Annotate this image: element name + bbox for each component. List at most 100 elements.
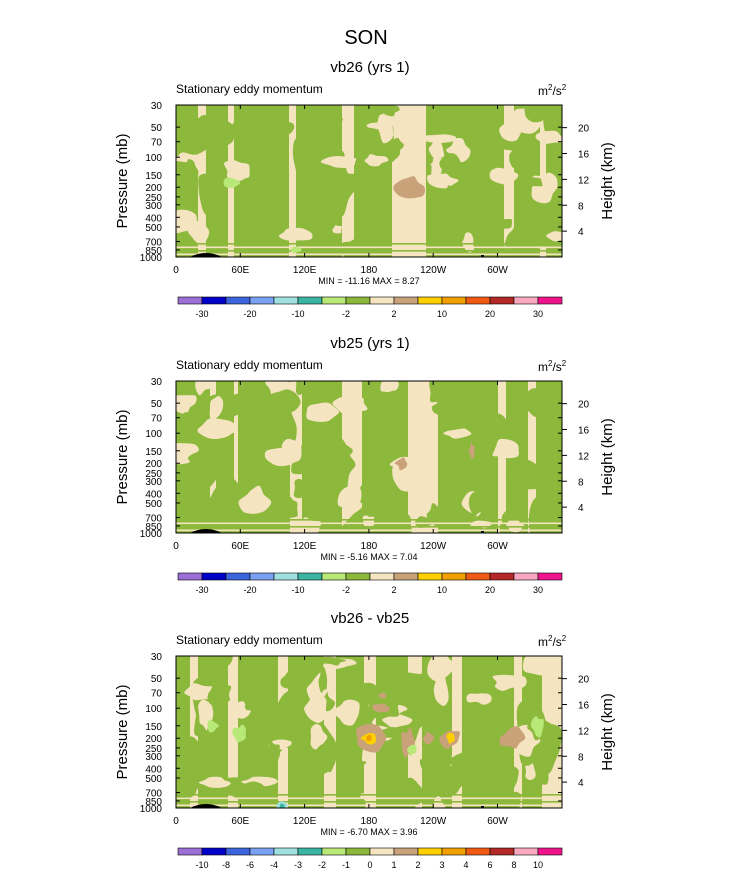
- contour-blob: [267, 108, 289, 127]
- colorbar-box: [489, 847, 515, 856]
- contour-blob: [280, 671, 303, 689]
- longitude-tick-label: 0: [173, 265, 179, 276]
- contour-blob: [485, 764, 519, 793]
- units-label: m2/s2: [538, 83, 567, 98]
- contour-stripe: [176, 794, 562, 796]
- contour-blob: [310, 723, 328, 750]
- contour-blob: [323, 742, 334, 773]
- colorbar-label: -1: [342, 860, 350, 870]
- colorbar-label: -10: [291, 585, 304, 595]
- pressure-tick-label: 700: [145, 238, 162, 249]
- colorbar-box: [465, 847, 491, 856]
- colorbar-box: [369, 296, 395, 305]
- contour-blob: [176, 209, 197, 234]
- height-tick-label: 12: [578, 451, 590, 462]
- colorbar-box: [345, 296, 371, 305]
- contour-blob: [470, 198, 484, 218]
- height-tick-label: 8: [578, 201, 584, 212]
- contour-blob: [431, 397, 453, 417]
- colorbar-label: 4: [463, 860, 468, 870]
- colorbar-label: -4: [270, 860, 278, 870]
- contour-blob-positive: [366, 735, 372, 742]
- contour-blob: [228, 390, 259, 401]
- contour-blob: [332, 699, 360, 726]
- longitude-tick-label: 120W: [420, 541, 447, 552]
- longitude-tick-label: 180: [361, 265, 378, 276]
- colorbar-label: -30: [195, 585, 208, 595]
- contour-blob: [176, 786, 197, 801]
- contour-blob: [535, 130, 562, 144]
- pressure-tick-label: 400: [145, 213, 162, 224]
- colorbar-box: [297, 572, 323, 581]
- height-tick-label: 16: [578, 426, 590, 437]
- contour-stripe: [176, 797, 562, 800]
- contour-blob: [198, 745, 218, 785]
- height-tick-label: 20: [578, 124, 590, 135]
- panel-3: vb26 - vb25 Stationary eddy momentum m2/s2…: [114, 610, 616, 870]
- contour-blob: [267, 389, 301, 416]
- longitude-tick-label: 60E: [231, 265, 249, 276]
- colorbar-label: -3: [294, 860, 302, 870]
- contour-blob: [198, 776, 231, 788]
- panel-subtitle: Stationary eddy momentum: [176, 82, 323, 96]
- colorbar-label: 10: [437, 309, 447, 319]
- contour-blob: [491, 216, 513, 229]
- longitude-tick-label: 120W: [420, 265, 447, 276]
- contour-blob: [427, 656, 457, 682]
- colorbar-box: [225, 296, 251, 305]
- colorbar-box: [321, 572, 347, 581]
- height-tick-label: 20: [578, 400, 590, 411]
- contour-blob: [362, 515, 375, 528]
- colorbar-box: [513, 572, 539, 581]
- colorbar-label: -2: [342, 585, 350, 595]
- pressure-tick-label: 30: [151, 652, 163, 663]
- contour-blob: [503, 222, 526, 257]
- contour-blob: [181, 412, 194, 424]
- contour-blob: [509, 150, 519, 169]
- panel-title: vb25 (yrs 1): [330, 335, 409, 352]
- colorbar-box: [513, 296, 539, 305]
- longitude-tick-label: 0: [173, 541, 179, 552]
- colorbar-box: [393, 572, 419, 581]
- contour-blob: [439, 764, 467, 792]
- pressure-tick-label: 250: [145, 193, 162, 204]
- contour-blob: [278, 227, 313, 241]
- contour-blob-negative: [290, 246, 302, 254]
- pressure-tick-label: 70: [151, 414, 163, 425]
- contour-blob: [301, 200, 324, 223]
- colorbar-label: -10: [195, 860, 208, 870]
- pressure-tick-label: 70: [151, 689, 163, 700]
- pressure-axis-label: Pressure (mb): [114, 133, 131, 228]
- contour-blob: [295, 381, 304, 395]
- pressure-tick-label: 50: [151, 674, 163, 685]
- colorbar-box: [417, 847, 443, 856]
- units-label: m2/s2: [538, 634, 567, 649]
- contour-blob: [468, 491, 485, 517]
- colorbar-box: [345, 847, 371, 856]
- colorbar-box: [201, 572, 227, 581]
- contour-blob: [239, 436, 265, 446]
- contour-blob-positive: [394, 457, 408, 471]
- contour-blob: [542, 105, 562, 156]
- colorbar-label: -6: [246, 860, 254, 870]
- contour-blob: [421, 134, 457, 143]
- contour-blob: [429, 717, 445, 740]
- contour-blob: [502, 791, 522, 808]
- colorbar-box: [225, 572, 251, 581]
- contour-blob: [483, 656, 508, 686]
- pressure-tick-label: 850: [145, 246, 162, 257]
- contour-blob: [546, 231, 562, 242]
- min-max-label: MIN = -11.16 MAX = 8.27: [318, 276, 419, 286]
- colorbar-label: 20: [485, 309, 495, 319]
- colorbar-label: 6: [487, 860, 492, 870]
- contour-blob: [525, 763, 536, 781]
- colorbar-box: [297, 296, 323, 305]
- contour-blob: [293, 478, 309, 499]
- contour-blob: [460, 449, 494, 472]
- colorbar-box: [177, 296, 203, 305]
- pressure-tick-label: 400: [145, 489, 162, 500]
- contour-blob: [195, 381, 212, 396]
- pressure-tick-label: 30: [151, 101, 163, 112]
- pressure-tick-label: 50: [151, 399, 163, 410]
- longitude-tick-label: 180: [361, 816, 378, 827]
